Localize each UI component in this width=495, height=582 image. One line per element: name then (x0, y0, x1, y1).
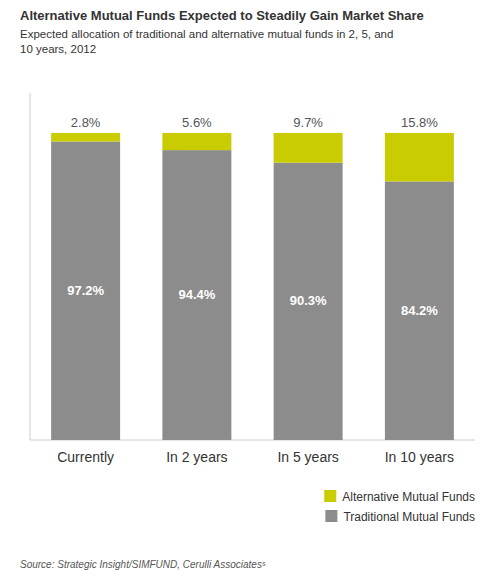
bar-segment (51, 142, 120, 440)
data-label: 15.8% (401, 115, 438, 130)
x-tick-label: In 5 years (277, 449, 338, 465)
y-axis-line (30, 93, 31, 440)
bar-segment (385, 181, 454, 440)
legend-swatch (324, 490, 336, 502)
bar-segment (51, 133, 120, 142)
legend-swatch (325, 510, 337, 522)
data-labels: 97.2% 94.4% 90.3% 84.2% 2.8% 5.6% 9.7% 15.8% (67, 115, 438, 318)
bar-segment (274, 163, 343, 440)
data-label: 84.2% (401, 303, 438, 318)
subtitle: 10 years, 2012 (20, 43, 96, 55)
bar-segment (274, 133, 343, 163)
data-label: 2.8% (71, 115, 101, 130)
data-label: 90.3% (290, 293, 327, 308)
x-tick-label: Currently (57, 449, 114, 465)
subtitle: Expected allocation of traditional and a… (20, 28, 393, 40)
x-tick-label: In 10 years (385, 449, 454, 465)
data-label: 9.7% (293, 115, 323, 130)
data-label: 94.4% (178, 287, 215, 302)
legend-label: Alternative Mutual Funds (342, 490, 475, 504)
legend-label: Traditional Mutual Funds (343, 510, 475, 524)
data-label: 97.2% (67, 283, 104, 298)
bars (51, 133, 454, 440)
bar-segment (385, 133, 454, 182)
legend: Alternative Mutual Funds Traditional Mutu… (324, 490, 475, 524)
data-label: 5.6% (182, 115, 212, 130)
bar-segment (162, 150, 231, 440)
annotation: Source: Strategic Insight/SIMFUND, Cerul… (20, 559, 266, 570)
bar-segment (162, 133, 231, 150)
x-tick-label: In 2 years (166, 449, 227, 465)
title: Alternative Mutual Funds Expected to Ste… (20, 8, 424, 23)
chart: Alternative Mutual Funds Expected to Ste… (0, 0, 495, 582)
